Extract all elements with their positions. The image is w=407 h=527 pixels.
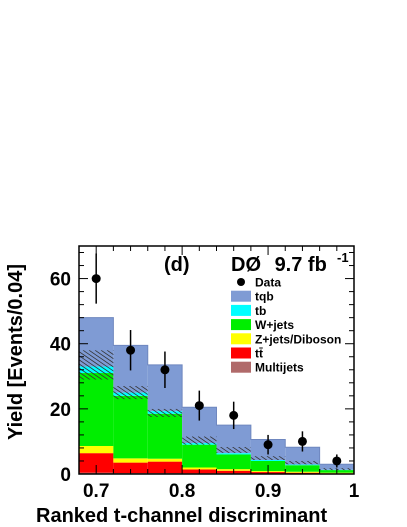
bar-w-jets-bin-0 — [79, 373, 114, 446]
data-point-6 — [297, 436, 307, 446]
legend-swatch — [231, 290, 251, 302]
x-tick-label: 0.8 — [169, 481, 195, 502]
bar-tqb-bin-0 — [79, 317, 114, 367]
x-tick-label: 0.9 — [255, 481, 281, 502]
legend-item-data: Data — [237, 276, 281, 290]
legend-item-w-jets: W+jets — [231, 318, 294, 332]
bar-tb-bin-6 — [285, 464, 320, 466]
legend-swatch — [231, 361, 251, 373]
data-point-5 — [263, 440, 273, 450]
legend-swatch — [231, 333, 251, 345]
legend-label: Z+jets/Diboson — [255, 332, 341, 346]
luminosity-exponent: -1 — [337, 250, 349, 265]
legend-label: Data — [255, 276, 281, 290]
bar-tt-bin-1 — [113, 462, 148, 474]
data-point-4 — [229, 410, 239, 420]
bar-w-jets-bin-4 — [216, 454, 251, 470]
y-tick-label: 40 — [50, 335, 71, 356]
bar-tqb-bin-6 — [285, 447, 320, 465]
axis-ticks — [78, 246, 355, 475]
bar-tb-bin-3 — [182, 443, 217, 445]
legend-item-tt: tt̄ — [231, 347, 263, 361]
legend-label: tqb — [255, 290, 274, 304]
legend: DatatqbtbW+jetsZ+jets/Dibosontt̄Multijet… — [231, 276, 341, 375]
legend-item-multijets: Multijets — [231, 361, 304, 375]
x-tick-label: 1 — [349, 481, 360, 502]
bar-tqb-bin-4 — [216, 425, 251, 454]
bar-tb-bin-4 — [216, 453, 251, 455]
bar-w-jets-bin-6 — [285, 465, 320, 472]
data-point-0 — [91, 274, 101, 284]
legend-item-tb: tb — [231, 304, 266, 318]
data-point-2 — [160, 365, 170, 375]
legend-item-z-jets-diboson: Z+jets/Diboson — [231, 332, 341, 346]
legend-label: Multijets — [255, 361, 304, 375]
legend-item-tqb: tqb — [231, 290, 274, 304]
bar-tb-bin-1 — [113, 392, 148, 396]
experiment-label: DØ 9.7 fb — [231, 254, 327, 276]
luminosity-value: 9.7 fb — [275, 254, 327, 276]
bar-tt-bin-0 — [79, 453, 114, 473]
panel-tag: (d) — [164, 254, 190, 276]
legend-marker — [237, 278, 245, 286]
tick-labels: 0.7 0.8 0.9 1 0 20 40 60 — [50, 270, 360, 502]
y-tick-label: 20 — [50, 400, 71, 421]
uncertainty-bin-3 — [182, 436, 217, 445]
bar-z-jets-diboson-bin-1 — [113, 458, 148, 463]
data-point-1 — [126, 345, 136, 355]
bar-z-jets-diboson-bin-3 — [182, 467, 217, 470]
bar-w-jets-bin-3 — [182, 444, 217, 468]
y-tick-label: 60 — [50, 270, 71, 291]
legend-swatch — [231, 347, 251, 359]
legend-label: tt̄ — [255, 347, 263, 361]
bar-z-jets-diboson-bin-0 — [79, 445, 114, 454]
legend-label: tb — [255, 304, 266, 318]
uncertainty-bin-1 — [113, 386, 148, 400]
legend-swatch — [231, 319, 251, 331]
data-point-7 — [332, 456, 342, 466]
x-axis-title: Ranked t-channel discriminant — [36, 505, 328, 527]
uncertainty-bin-2 — [147, 408, 183, 418]
bar-tb-bin-0 — [79, 366, 114, 374]
data-points — [91, 253, 342, 468]
bar-tb-bin-2 — [147, 411, 183, 414]
bar-z-jets-diboson-bin-2 — [147, 458, 183, 462]
y-tick-label: 0 — [60, 465, 71, 486]
bar-w-jets-bin-2 — [147, 413, 183, 459]
experiment-name: DØ — [231, 254, 261, 276]
y-axis-title: Yield [Events/0.04] — [5, 264, 27, 440]
data-point-3 — [194, 401, 204, 411]
x-tick-label: 0.7 — [83, 481, 109, 502]
legend-swatch — [231, 304, 251, 316]
bar-tt-bin-2 — [147, 461, 183, 474]
legend-label: W+jets — [255, 318, 294, 332]
bar-tb-bin-5 — [250, 459, 286, 461]
bar-w-jets-bin-1 — [113, 395, 148, 459]
